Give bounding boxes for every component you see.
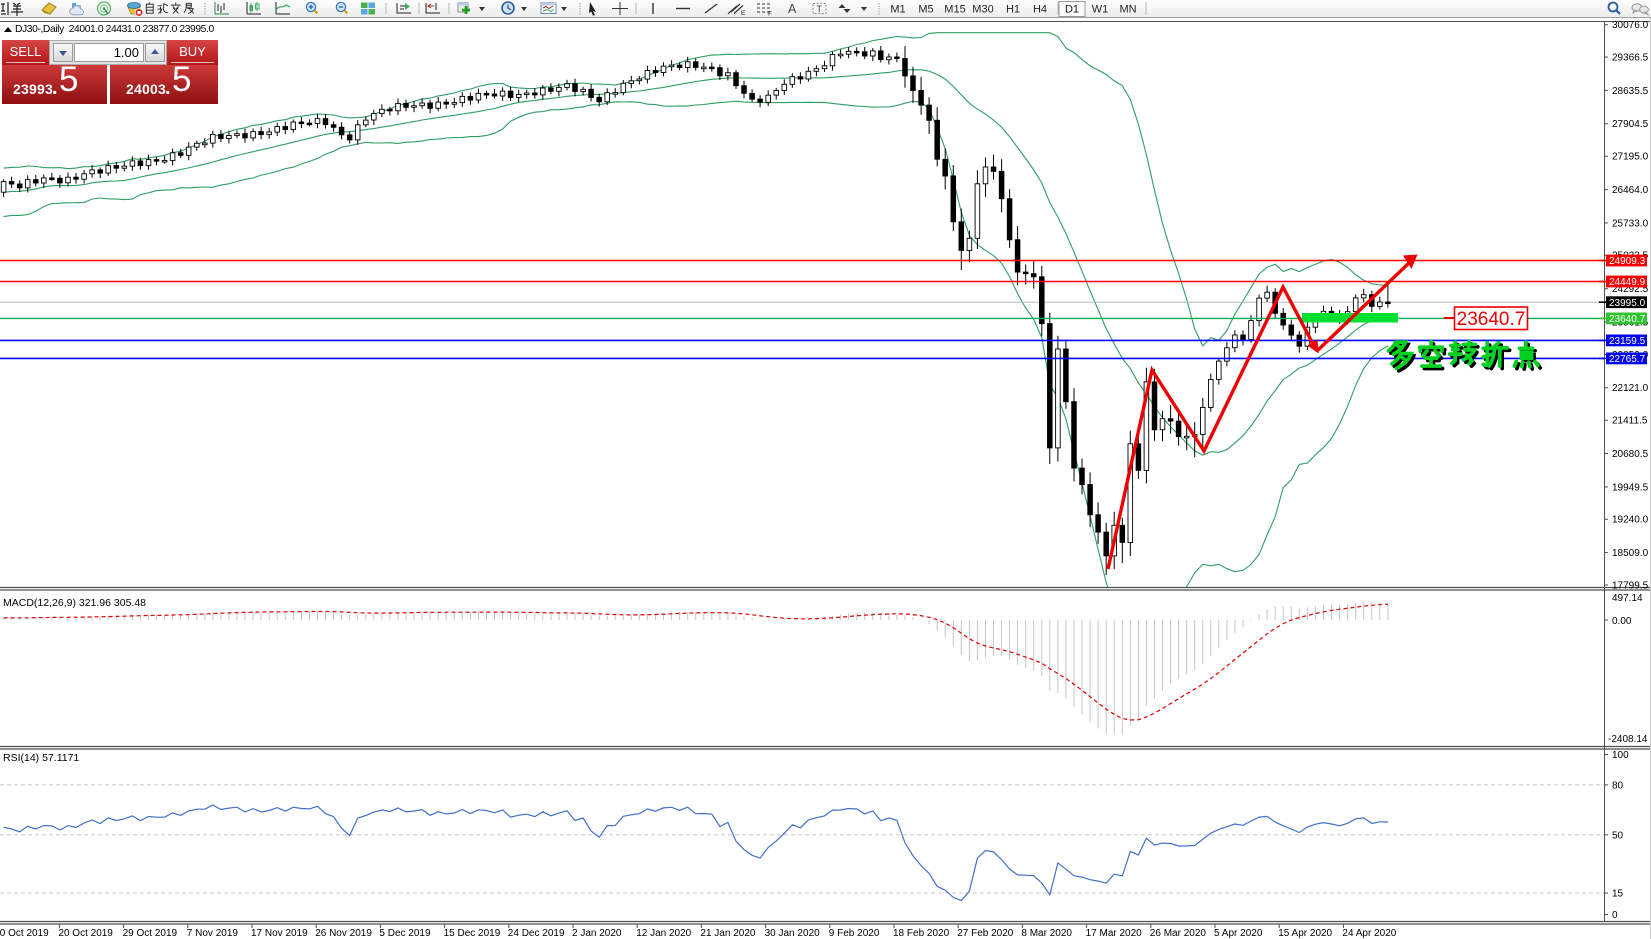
svg-text:27904.5: 27904.5 — [1612, 119, 1649, 130]
svg-text:22765.7: 22765.7 — [1609, 354, 1646, 365]
svg-text:24449.9: 24449.9 — [1609, 277, 1646, 288]
svg-text:23159.5: 23159.5 — [1609, 336, 1646, 347]
svg-text:29 Oct 2019: 29 Oct 2019 — [123, 928, 178, 939]
svg-text:20 Oct 2019: 20 Oct 2019 — [58, 928, 113, 939]
svg-text:27 Feb 2020: 27 Feb 2020 — [957, 928, 1014, 939]
svg-text:5 Dec 2019: 5 Dec 2019 — [379, 928, 431, 939]
svg-text:100: 100 — [1612, 750, 1629, 761]
svg-text:50: 50 — [1612, 830, 1624, 841]
svg-text:RSI(14) 57.1171: RSI(14) 57.1171 — [3, 752, 79, 764]
svg-text:7 Nov 2019: 7 Nov 2019 — [187, 928, 239, 939]
svg-text:MACD(12,26,9) 321.96 305.48: MACD(12,26,9) 321.96 305.48 — [3, 597, 146, 609]
svg-text:26 Mar 2020: 26 Mar 2020 — [1150, 928, 1207, 939]
svg-text:80: 80 — [1612, 780, 1624, 791]
svg-text:W1: W1 — [1092, 4, 1109, 16]
svg-text:T: T — [817, 4, 823, 14]
svg-text:H1: H1 — [1006, 4, 1020, 16]
svg-text:15: 15 — [1612, 889, 1624, 900]
svg-text:20680.5: 20680.5 — [1612, 449, 1649, 460]
svg-text:M5: M5 — [918, 4, 933, 16]
svg-text:24 Apr 2020: 24 Apr 2020 — [1342, 928, 1396, 939]
svg-text:497.14: 497.14 — [1612, 593, 1643, 604]
svg-text:27195.0: 27195.0 — [1612, 152, 1649, 163]
svg-text:E: E — [741, 10, 746, 17]
svg-text:8 Mar 2020: 8 Mar 2020 — [1021, 928, 1072, 939]
svg-text:D1: D1 — [1065, 4, 1079, 16]
svg-text:17 Nov 2019: 17 Nov 2019 — [251, 928, 308, 939]
svg-text:F: F — [768, 11, 772, 18]
svg-text:M15: M15 — [944, 4, 965, 16]
svg-text:24909.3: 24909.3 — [1609, 256, 1646, 267]
svg-text:2 Jan 2020: 2 Jan 2020 — [572, 928, 622, 939]
svg-text:MN: MN — [1119, 4, 1136, 16]
svg-text:26464.0: 26464.0 — [1612, 185, 1649, 196]
svg-text:30076.0: 30076.0 — [1612, 20, 1649, 31]
svg-text:-2408.14: -2408.14 — [1608, 734, 1648, 745]
svg-text:29366.5: 29366.5 — [1612, 53, 1649, 64]
svg-text:26 Nov 2019: 26 Nov 2019 — [315, 928, 372, 939]
svg-text:18 Feb 2020: 18 Feb 2020 — [893, 928, 950, 939]
svg-text:15 Apr 2020: 15 Apr 2020 — [1278, 928, 1332, 939]
svg-text:24 Dec 2019: 24 Dec 2019 — [508, 928, 565, 939]
svg-text:30 Jan 2020: 30 Jan 2020 — [765, 928, 820, 939]
svg-text:5 Apr 2020: 5 Apr 2020 — [1214, 928, 1263, 939]
svg-text:0: 0 — [1612, 910, 1618, 921]
svg-text:0.00: 0.00 — [1612, 616, 1632, 627]
svg-text:M1: M1 — [890, 4, 905, 16]
svg-text:10 Oct 2019: 10 Oct 2019 — [0, 928, 49, 939]
svg-text:23640.7: 23640.7 — [1609, 314, 1646, 325]
svg-text:19949.5: 19949.5 — [1612, 482, 1649, 493]
svg-text:21411.5: 21411.5 — [1612, 416, 1648, 427]
svg-text:21 Jan 2020: 21 Jan 2020 — [700, 928, 755, 939]
svg-text:22121.0: 22121.0 — [1612, 383, 1649, 394]
svg-text:12 Jan 2020: 12 Jan 2020 — [636, 928, 691, 939]
svg-text:17799.5: 17799.5 — [1612, 580, 1649, 591]
svg-text:28635.5: 28635.5 — [1612, 86, 1649, 97]
svg-text:24292.5: 24292.5 — [1612, 284, 1649, 295]
svg-text:15 Dec 2019: 15 Dec 2019 — [444, 928, 501, 939]
svg-text:M30: M30 — [972, 4, 993, 16]
svg-text:19240.0: 19240.0 — [1612, 515, 1649, 526]
svg-text:H4: H4 — [1033, 4, 1047, 16]
svg-text:25733.0: 25733.0 — [1612, 218, 1649, 229]
svg-text:17 Mar 2020: 17 Mar 2020 — [1086, 928, 1143, 939]
svg-text:23640.7: 23640.7 — [1457, 309, 1526, 330]
svg-text:23995.0: 23995.0 — [1609, 298, 1646, 309]
svg-text:A: A — [788, 2, 797, 16]
svg-text:18509.0: 18509.0 — [1612, 548, 1649, 559]
svg-text:9 Feb 2020: 9 Feb 2020 — [829, 928, 880, 939]
